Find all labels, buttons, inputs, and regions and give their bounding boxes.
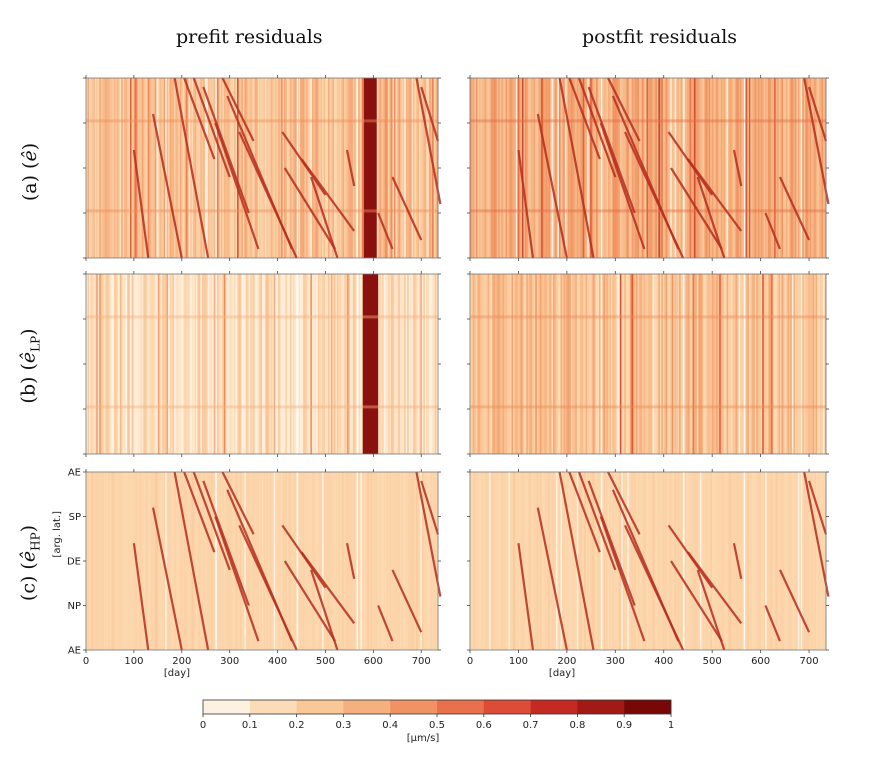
colorbar-label: [μm/s]: [407, 733, 440, 744]
colorbar-tick-label: 0.8: [569, 720, 585, 731]
row-label-c: (c) (êHP): [17, 524, 43, 602]
colorbar-tick-label: 0.9: [616, 720, 632, 731]
x-tick-label: 0: [467, 656, 473, 667]
colorbar-tick-label: 0.5: [429, 720, 445, 731]
colorbar-segment: [577, 700, 625, 714]
colorbar-segment: [343, 700, 391, 714]
x-tick-label: 200: [172, 656, 191, 667]
heatmap-a-postfit: [467, 75, 830, 261]
heatmap-b-prefit: [83, 271, 441, 457]
x-tick-label: 400: [268, 656, 287, 667]
x-tick-label: 600: [364, 656, 383, 667]
x-axis-label: [day]: [549, 668, 575, 679]
x-tick-label: 100: [124, 656, 143, 667]
x-tick-label: 0: [83, 656, 89, 667]
colorbar-segment: [296, 700, 344, 714]
colorbar-segment: [483, 700, 531, 714]
colorbar-segment: [203, 700, 251, 714]
colorbar-segment: [249, 700, 297, 714]
heatmap-b-postfit: [467, 271, 829, 457]
x-tick-label: 400: [654, 656, 673, 667]
colorbar-tick-label: 0: [200, 720, 206, 731]
postfit-title: postfit residuals: [582, 26, 738, 48]
x-tick-label: 500: [316, 656, 335, 667]
heatmap-c-prefit: 0 100 200 300 400 500 600 700 AE SP DE NP AE [day] [ar…: [52, 468, 442, 679]
heatmap-cells: [470, 77, 830, 259]
colorbar-tick-label: 0.3: [335, 720, 351, 731]
x-tick-label: 200: [557, 656, 576, 667]
prefit-title: prefit residuals: [176, 26, 323, 48]
colorbar-tick-label: 0.2: [289, 720, 305, 731]
y-tick-label: SP: [69, 512, 81, 523]
colorbar-tick-label: 0.7: [523, 720, 539, 731]
heatmap-cells: [470, 471, 830, 651]
row-label-b: (b) (êLP): [17, 328, 43, 404]
x-axis-label: [day]: [164, 668, 190, 679]
heatmap-cells: [86, 77, 442, 259]
colorbar-tick-label: 0.6: [476, 720, 492, 731]
colorbar-segment: [530, 700, 578, 714]
heatmap-cells: [86, 274, 439, 454]
colorbar: 0 0.1 0.2 0.3 0.4 0.5 0.6 0.7 0.8 0.9 1 [μm/s]: [200, 699, 674, 744]
y-tick-label: DE: [67, 557, 81, 568]
x-tick-label: 600: [751, 656, 770, 667]
heatmap-a-prefit: [83, 75, 442, 261]
x-tick-label: 300: [606, 656, 625, 667]
colorbar-segment: [437, 700, 485, 714]
x-tick-label: 300: [220, 656, 239, 667]
y-axis-label: [arg. lat.]: [52, 511, 63, 558]
y-tick-label: NP: [67, 601, 81, 612]
heatmap-cells: [470, 274, 827, 454]
x-tick-label: 700: [412, 656, 431, 667]
colorbar-tick-label: 0.1: [242, 720, 258, 731]
colorbar-segment: [390, 700, 438, 714]
x-tick-label: 700: [800, 656, 819, 667]
heatmap-cells: [86, 471, 442, 651]
y-tick-label: AE: [68, 646, 81, 657]
colorbar-tick-label: 0.4: [382, 720, 398, 731]
x-tick-label: 100: [509, 656, 528, 667]
colorbar-tick-label: 1: [668, 720, 674, 731]
colorbar-segment: [624, 700, 672, 714]
heatmap-c-postfit: 0 100 200 300 400 500 600 700 [day]: [467, 469, 830, 679]
x-tick-label: 500: [703, 656, 722, 667]
row-label-a: (a) (ê): [19, 142, 41, 202]
y-tick-label: AE: [68, 468, 81, 479]
